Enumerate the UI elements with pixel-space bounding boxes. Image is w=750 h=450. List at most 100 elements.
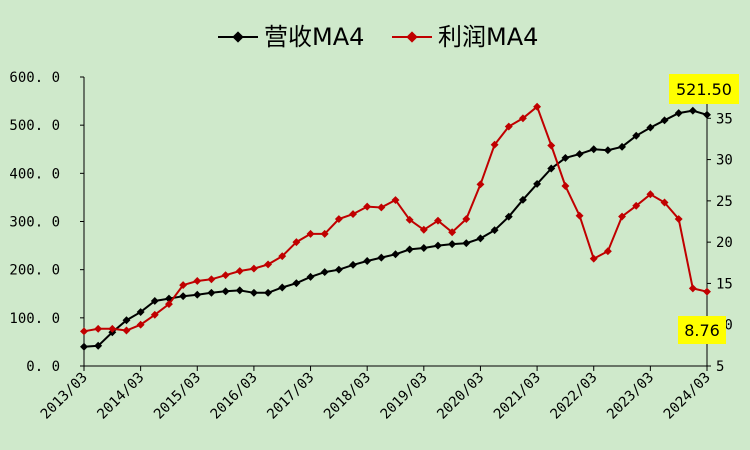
data-point-profit [320,229,329,238]
data-point-revenue [264,288,273,297]
y-left-tick-label: 600. 0 [9,70,60,86]
x-tick-label: 2022/03 [548,370,601,423]
data-point-revenue [377,253,386,262]
data-point-revenue [462,239,471,248]
y-right-tick-label: 25 [716,194,733,210]
legend: 营收MA4 利润MA4 [218,23,538,51]
data-point-revenue [249,288,258,297]
data-point-profit [363,202,372,211]
x-tick-label: 2021/03 [491,370,544,423]
data-point-revenue [688,106,697,115]
data-point-profit [490,140,499,149]
data-point-profit [391,196,400,204]
callout-box [669,74,739,104]
data-point-revenue [122,316,131,325]
x-tick-label: 2023/03 [604,370,657,423]
callout-box [678,316,726,344]
x-tick-label: 2024/03 [661,370,714,423]
data-point-profit [264,260,273,269]
data-point-profit [235,267,244,276]
data-point-revenue [391,250,400,259]
data-point-profit [207,275,216,284]
x-tick-label: 2017/03 [264,370,317,423]
y-right-tick-label: 5 [716,359,724,375]
data-point-revenue [292,279,301,288]
data-point-profit [632,201,641,210]
data-point-profit [547,141,556,150]
data-point-profit [80,327,88,336]
data-point-profit [688,284,697,293]
data-point-revenue [434,241,442,250]
data-point-profit [618,212,627,221]
data-point-revenue [448,240,457,249]
data-point-revenue [561,153,570,162]
y-left-tick-label: 500. 0 [9,118,60,134]
data-point-revenue [306,272,315,281]
data-point-profit [292,238,301,247]
data-point-revenue [703,110,711,119]
x-tick-label: 2015/03 [151,370,204,423]
x-tick-label: 2018/03 [321,370,374,423]
data-point-profit [603,247,612,256]
data-point-profit [377,203,386,212]
data-point-profit [94,324,103,333]
data-point-revenue [349,260,357,269]
y-right-tick-label: 30 [716,153,733,169]
data-point-revenue [575,150,584,159]
data-point-profit [221,271,230,280]
x-tick-label: 2013/03 [38,370,91,423]
data-point-profit [561,182,570,190]
callout-label: 8.76 [684,321,720,340]
data-point-profit [249,264,258,273]
y-left-tick-label: 400. 0 [9,166,60,182]
data-point-profit [660,198,669,207]
data-point-profit [136,320,145,329]
data-point-profit [179,281,188,290]
plot-area [80,102,711,351]
data-point-revenue [193,290,202,299]
legend-marker-profit [406,31,418,43]
data-point-profit [419,225,428,234]
data-point-profit [349,210,357,219]
data-point-revenue [547,164,556,173]
data-point-revenue [405,245,414,254]
data-point-profit [193,276,202,285]
data-point-revenue [419,244,428,252]
data-point-revenue [476,234,485,243]
data-point-revenue [603,146,612,155]
data-point-profit [703,287,711,296]
x-tick-label: 2019/03 [378,370,431,423]
data-point-revenue [150,297,159,305]
data-point-revenue [235,286,244,295]
data-point-profit [405,215,414,224]
callout-label: 521.50 [676,80,732,99]
data-point-revenue [179,292,188,301]
data-point-profit [278,252,287,261]
data-point-profit [575,211,584,220]
data-point-profit [122,326,131,335]
data-point-revenue [632,131,641,140]
legend-label-revenue: 营收MA4 [264,23,364,51]
data-point-revenue [660,116,669,125]
data-point-revenue [136,308,145,317]
data-point-profit [150,310,159,319]
data-point-revenue [504,212,513,221]
data-point-revenue [278,283,287,292]
y-left-tick-label: 300. 0 [9,215,60,231]
data-point-profit [164,300,173,309]
data-point-profit [476,180,485,189]
data-point-profit [462,215,471,223]
data-point-profit [674,215,683,223]
data-point-revenue [320,268,329,277]
data-point-revenue [363,257,372,265]
y-left-tick-label: 0. 0 [26,359,60,375]
data-point-revenue [221,287,230,296]
x-tick-label: 2020/03 [434,370,487,423]
legend-label-profit: 利润MA4 [438,23,538,51]
legend-marker-revenue [232,31,244,43]
y-right-tick-label: 35 [716,111,733,127]
data-point-revenue [80,342,88,351]
data-point-revenue [490,226,499,235]
data-point-profit [589,254,598,263]
